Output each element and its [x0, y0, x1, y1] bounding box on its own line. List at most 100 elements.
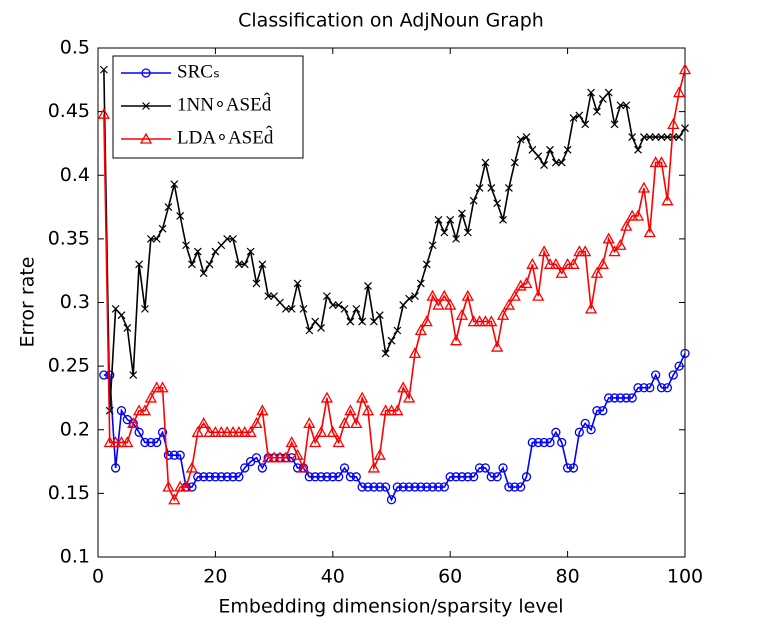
marker — [515, 482, 526, 492]
marker — [346, 317, 355, 326]
marker — [614, 238, 627, 250]
marker — [375, 311, 384, 320]
marker — [598, 94, 607, 103]
y-tick-label: 0.4 — [60, 164, 90, 186]
marker — [221, 425, 234, 437]
marker — [404, 482, 414, 492]
marker — [216, 472, 226, 482]
marker — [616, 101, 625, 110]
marker — [549, 257, 562, 269]
marker — [157, 427, 168, 437]
marker — [411, 292, 419, 301]
marker — [398, 482, 408, 492]
marker — [334, 301, 343, 309]
marker — [408, 347, 422, 359]
marker — [110, 463, 121, 473]
marker — [187, 482, 197, 492]
marker — [438, 289, 451, 301]
marker — [328, 301, 337, 309]
marker — [344, 404, 357, 416]
marker — [364, 282, 372, 290]
marker — [287, 304, 296, 313]
x-axis-label: Embedding dimension/sparsity level — [218, 596, 563, 618]
marker — [121, 436, 134, 448]
marker — [510, 158, 519, 167]
marker — [656, 383, 667, 393]
marker — [480, 463, 491, 473]
marker — [581, 120, 590, 129]
marker — [528, 145, 537, 154]
marker — [668, 370, 678, 380]
marker — [674, 361, 684, 371]
marker — [209, 425, 222, 437]
marker — [132, 404, 146, 416]
marker — [663, 133, 672, 141]
marker — [633, 383, 643, 393]
marker — [211, 247, 220, 256]
marker — [99, 65, 108, 74]
marker — [455, 308, 469, 320]
marker — [498, 463, 508, 473]
marker — [129, 371, 138, 379]
marker — [139, 132, 153, 144]
marker — [551, 427, 561, 437]
marker — [204, 472, 215, 482]
marker — [555, 266, 568, 278]
marker — [457, 472, 467, 482]
marker — [491, 340, 504, 352]
marker — [469, 196, 478, 205]
marker — [643, 226, 656, 238]
marker — [399, 301, 408, 309]
marker — [356, 391, 369, 403]
y-tick-label: 0.1 — [60, 546, 90, 568]
marker — [639, 133, 648, 141]
marker — [463, 472, 473, 482]
marker — [350, 417, 363, 429]
legend: SRCₛ 1NN∘ASEd̂ LDA∘ASEd̂ — [112, 55, 304, 159]
marker — [332, 436, 345, 448]
marker — [461, 289, 474, 301]
marker — [116, 406, 127, 416]
marker — [361, 404, 375, 416]
marker — [405, 294, 414, 303]
marker — [309, 436, 322, 448]
marker — [267, 451, 281, 463]
marker — [621, 393, 631, 403]
y-tick-label: 0.15 — [48, 482, 90, 504]
y-axis-label: Error rate — [17, 257, 39, 348]
marker — [264, 292, 273, 301]
marker — [170, 180, 179, 189]
marker — [279, 451, 292, 463]
marker — [373, 448, 386, 460]
marker — [363, 482, 373, 492]
marker — [539, 437, 549, 448]
y-tick-label: 0.35 — [48, 227, 90, 249]
marker — [662, 383, 673, 393]
marker — [669, 133, 678, 141]
marker — [434, 215, 443, 224]
marker — [182, 241, 190, 250]
marker — [562, 463, 573, 473]
marker — [250, 417, 263, 429]
marker — [645, 383, 655, 393]
x-tick-label: 40 — [321, 566, 345, 588]
marker — [485, 315, 498, 327]
marker — [655, 156, 668, 168]
marker — [567, 257, 580, 269]
marker — [310, 472, 320, 482]
marker — [152, 234, 161, 243]
marker — [622, 101, 631, 110]
marker — [649, 156, 662, 168]
marker — [386, 495, 397, 505]
marker — [240, 260, 249, 269]
marker — [326, 425, 339, 437]
marker — [627, 393, 637, 403]
marker — [573, 245, 586, 257]
marker — [163, 450, 174, 460]
marker — [587, 88, 596, 97]
marker — [545, 437, 555, 448]
marker — [414, 324, 427, 336]
marker — [452, 234, 460, 243]
marker — [379, 404, 392, 416]
